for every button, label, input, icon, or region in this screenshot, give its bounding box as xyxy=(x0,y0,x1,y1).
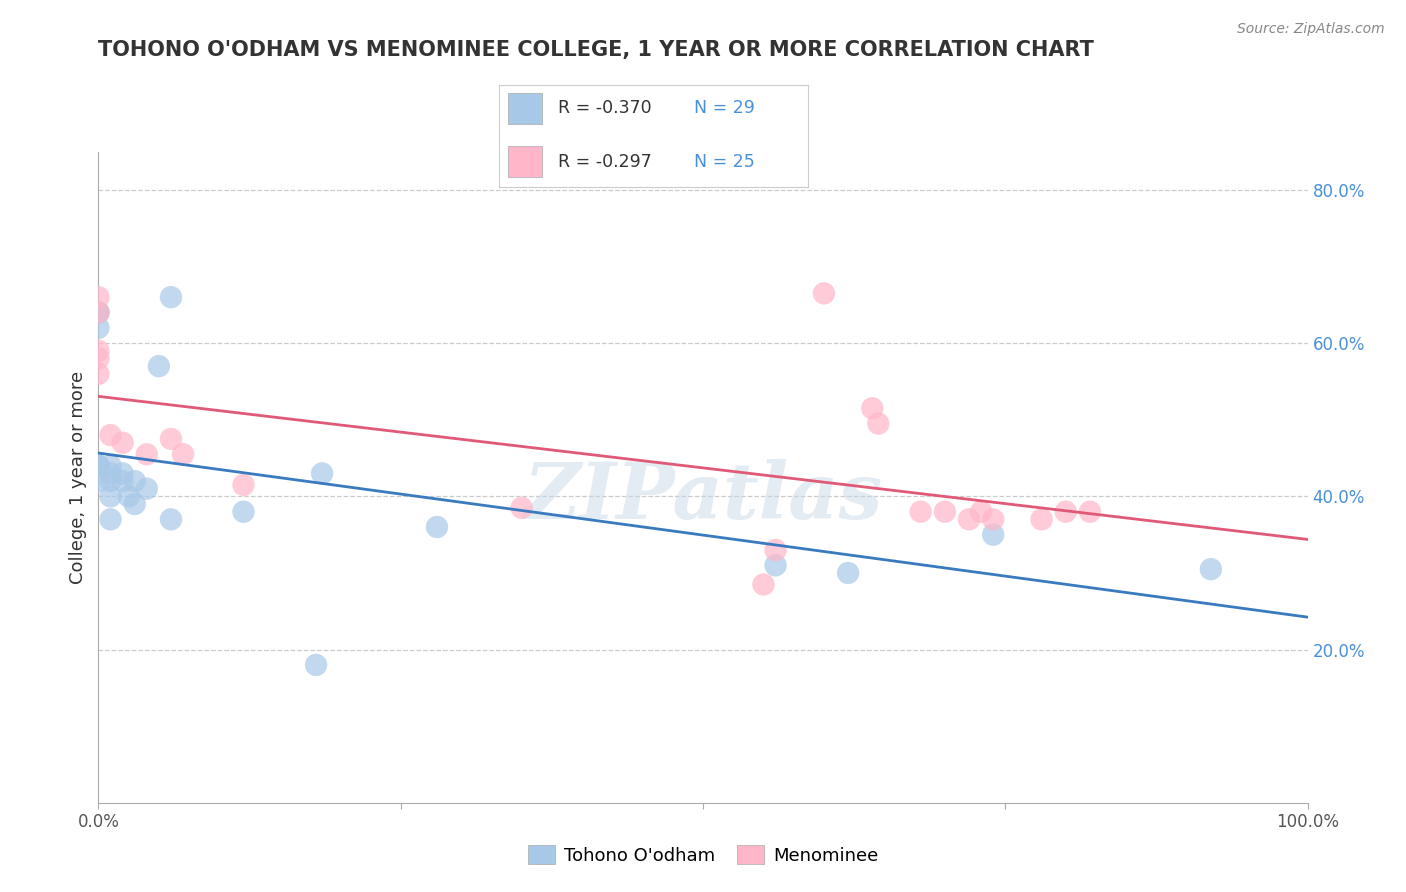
Point xyxy=(135,482,157,496)
Point xyxy=(111,467,134,481)
Point xyxy=(160,512,183,526)
Point xyxy=(868,417,890,431)
Point xyxy=(87,474,110,488)
Point xyxy=(765,558,787,573)
Text: ZIPatlas: ZIPatlas xyxy=(523,458,883,535)
Text: R = -0.370: R = -0.370 xyxy=(558,99,651,118)
Point xyxy=(100,512,122,526)
Point xyxy=(1031,512,1053,526)
Point xyxy=(100,474,122,488)
Bar xyxy=(509,93,543,124)
Point xyxy=(1078,505,1101,519)
Point xyxy=(87,351,110,366)
Point xyxy=(957,512,980,526)
Point xyxy=(311,467,333,481)
Point xyxy=(305,657,328,672)
Point xyxy=(87,367,110,381)
Point xyxy=(124,474,146,488)
Point xyxy=(118,489,141,503)
Y-axis label: College, 1 year or more: College, 1 year or more xyxy=(69,371,87,583)
Point xyxy=(148,359,170,373)
Point xyxy=(87,458,110,473)
Point xyxy=(981,527,1004,541)
Point xyxy=(111,435,134,450)
Point xyxy=(124,497,146,511)
Point xyxy=(87,305,110,319)
Point xyxy=(765,543,787,558)
Point xyxy=(100,458,122,473)
Point xyxy=(87,343,110,358)
Point xyxy=(1054,505,1077,519)
Point xyxy=(111,474,134,488)
Point xyxy=(934,505,956,519)
Point xyxy=(87,305,110,319)
Point xyxy=(172,447,194,461)
Point xyxy=(100,489,122,503)
Point xyxy=(100,428,122,442)
Point xyxy=(160,432,183,446)
Point xyxy=(232,505,254,519)
Point xyxy=(87,305,110,319)
Point xyxy=(813,286,835,301)
Point xyxy=(87,321,110,335)
Point xyxy=(426,520,449,534)
Point xyxy=(910,505,932,519)
Point xyxy=(752,577,775,591)
Point xyxy=(970,505,993,519)
Point xyxy=(87,290,110,304)
Point xyxy=(860,401,883,416)
Text: N = 29: N = 29 xyxy=(695,99,755,118)
Legend: Tohono O'odham, Menominee: Tohono O'odham, Menominee xyxy=(520,838,886,871)
Text: R = -0.297: R = -0.297 xyxy=(558,153,651,170)
Point xyxy=(160,290,183,304)
Bar xyxy=(509,146,543,177)
Point xyxy=(981,512,1004,526)
Point xyxy=(837,566,859,580)
Point xyxy=(100,467,122,481)
Point xyxy=(1199,562,1222,576)
Point xyxy=(87,458,110,473)
Text: N = 25: N = 25 xyxy=(695,153,755,170)
Text: Source: ZipAtlas.com: Source: ZipAtlas.com xyxy=(1237,22,1385,37)
Text: TOHONO O'ODHAM VS MENOMINEE COLLEGE, 1 YEAR OR MORE CORRELATION CHART: TOHONO O'ODHAM VS MENOMINEE COLLEGE, 1 Y… xyxy=(98,40,1094,60)
Point xyxy=(135,447,157,461)
Point xyxy=(232,478,254,492)
Point xyxy=(87,458,110,473)
Point xyxy=(510,500,533,515)
